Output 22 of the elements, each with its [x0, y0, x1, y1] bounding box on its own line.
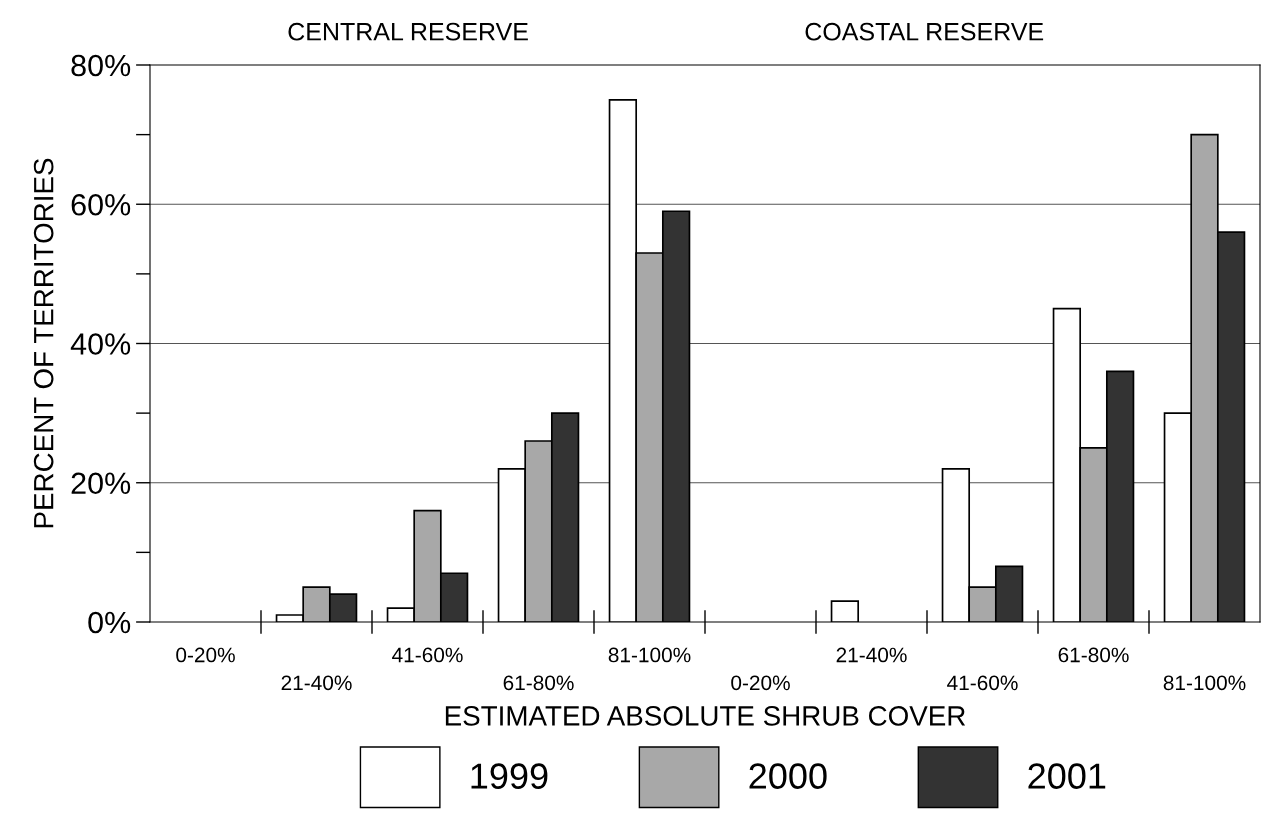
x-tick-label: 0-20% [731, 675, 790, 691]
y-tick-label: 80% [71, 54, 131, 77]
x-tick-label: 0-20% [176, 647, 235, 663]
y-tick-label: 20% [71, 472, 131, 495]
legend-label: 1999 [471, 763, 548, 789]
x-tick-label: 61-80% [1058, 647, 1129, 663]
y-axis-title: PERCENT OF TERRITORIES [33, 158, 54, 528]
x-axis-title: ESTIMATED ABSOLUTE SHRUB COVER [445, 706, 966, 726]
y-tick-label: 0% [88, 611, 131, 634]
text: CENTRAL RESERVE [288, 22, 528, 41]
text: COASTAL RESERVE [805, 22, 1044, 41]
x-tick-label: 81-100% [608, 647, 691, 663]
x-tick-label: 61-80% [503, 675, 574, 691]
y-tick-label: 40% [70, 333, 131, 355]
x-tick-label: 21-40% [281, 675, 352, 691]
x-tick-label: 41-60% [947, 675, 1018, 691]
legend-label: 2000 [749, 763, 827, 789]
x-tick-label: 81-100% [1163, 675, 1246, 691]
x-tick-label: 21-40% [836, 647, 907, 663]
y-tick-label: 60% [71, 193, 131, 216]
x-tick-label: 41-60% [392, 647, 463, 663]
legend-label: 2001 [1028, 763, 1106, 789]
